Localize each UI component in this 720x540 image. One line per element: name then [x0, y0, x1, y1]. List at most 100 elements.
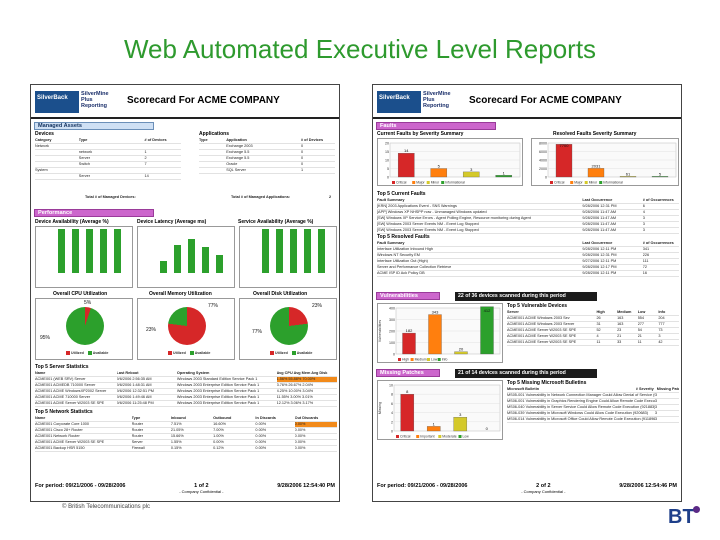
y-tick-label: 4000: [539, 159, 547, 163]
cpu-pie: [66, 307, 104, 345]
table-cell: 0.00%: [255, 446, 267, 450]
table-row: ACME001 ACME Windows 2003 Sev 26 163 554 204: [507, 316, 679, 322]
table-cell: 163: [617, 322, 624, 326]
y-tick-label: 6000: [539, 150, 547, 154]
table-cell: ACME001 ACME WindowsXP2002 Server: [35, 389, 107, 393]
table-cell: ACME001 ACMEDB 710000 Server: [35, 383, 96, 387]
legend-label: Critical: [396, 181, 407, 185]
disk-utilized-label: 23%: [312, 303, 323, 309]
table-cell: ACME001 Network Router: [35, 434, 80, 438]
table-cell: 1.55%: [170, 440, 182, 444]
footer-center: 2 of 2- Company Confidential -: [521, 483, 566, 494]
bt-logo: BT: [668, 506, 700, 529]
table-row: [SW] Windows XP Service Errors - Agent P…: [377, 216, 679, 222]
resolved-faults-chart: 0 2000 4000 6000 8000 7700 2031 61 5 Critical Majo…: [531, 138, 679, 186]
table-cell: ACME001 ACME Windows 2003 Server: [507, 322, 575, 326]
table-row: Interface Utilization Out (High) 9/27/200…: [377, 259, 679, 265]
table-cell: 0.00%: [255, 428, 267, 432]
current-faults-chart: 0 5 10 15 20 14 5 3 1 Critical Major Minor Informati…: [377, 138, 523, 186]
table-cell: 0.00%: [294, 434, 306, 438]
missing-patches-chart: 0 2 4 6 8 10 8 1 3 0 Critical Important Moderate Low M…: [377, 380, 503, 440]
data-label: 20: [459, 347, 464, 352]
table-cell: 0.00%: [294, 446, 306, 450]
y-tick-label: 15: [385, 150, 389, 154]
y-tick-label: 400: [389, 307, 395, 311]
table-cell: 4.25% 10.00% 3.04%: [276, 389, 314, 393]
table-cell: MS06-014 Vulnerability in Microsoft Offi…: [507, 417, 655, 421]
table-header-row: Fault Summary Last Occurrence # of Occurre…: [377, 241, 679, 247]
table-cell: 3: [654, 399, 658, 403]
data-label: 2031: [592, 163, 602, 168]
table-cell: 9/28/2006 12:31 PM: [582, 204, 617, 208]
legend-label: Info: [442, 358, 448, 362]
vulnerabilities-section: Vulnerabilities: [376, 292, 440, 300]
table-cell: 31: [596, 322, 601, 326]
table-cell: 4: [642, 210, 645, 214]
legend-swatch: [410, 358, 414, 361]
table-cell: 0: [300, 144, 304, 148]
table-cell: 33: [617, 340, 622, 344]
server-stats-title: Top 5 Server Statistics: [35, 364, 89, 370]
legend-swatch: [458, 435, 462, 438]
resolved-faults-table: Fault Summary Last Occurrence # of Occurre…: [377, 241, 679, 277]
table-cell: 3: [642, 228, 645, 232]
table-header-cell: Fault Summary: [377, 198, 405, 202]
table-header-cell: Last Reboot: [116, 371, 139, 375]
table-cell: 73: [658, 328, 663, 332]
table-cell: 0.12%: [213, 446, 224, 450]
table-cell: Interface Utilization Inbound High: [377, 247, 433, 251]
table-header-cell: Inbound: [170, 416, 186, 420]
table-cell: Windows 2003 Enterprise Edition Service …: [176, 389, 260, 393]
table-cell: Server and Performance Collection Retrie…: [377, 265, 452, 269]
resolved-faults-svg: 0 2000 4000 6000 8000 7700 2031 61 5 Critical Majo…: [539, 142, 677, 185]
table-row: Exchange 2003 0: [199, 144, 335, 150]
performance-section: Performance: [34, 209, 154, 217]
table-cell: 3: [642, 216, 645, 220]
bar-critical: [400, 394, 415, 432]
vulnerable-devices-table: Server High Medium Low Info ACME001 ACME Wind…: [507, 310, 679, 346]
table-header-cell: # of Occurrences: [642, 241, 674, 245]
table-header-cell: Medium: [617, 310, 632, 314]
copyright-notice: © British Telecommunications plc: [62, 504, 151, 510]
disk-legend: Utilized Available: [270, 351, 312, 355]
bar: [216, 255, 223, 273]
legend-swatch: [437, 358, 441, 361]
table-cell: 1: [300, 168, 304, 172]
table-cell: ACME001 ACME Windows 2003 Sev: [507, 316, 570, 320]
bar-critical: [397, 153, 415, 178]
table-cell: 277: [637, 322, 645, 326]
table-cell: MS06-039 Vulnerability in Microsoft Wind…: [507, 411, 649, 415]
table-cell: 226: [642, 253, 650, 257]
table-cell: [199, 150, 226, 155]
slide-title: Web Automated Executive Level Reports: [123, 34, 597, 64]
table-cell: 9/27/2006 12:11 PM: [582, 259, 617, 263]
table-cell: [SW] Windows 2003 Server Events NM - Eve…: [377, 222, 479, 226]
resolved-faults-title: Resolved Faults Severity Summary: [553, 131, 637, 137]
bar: [174, 245, 181, 273]
table-cell: ACME ISP ID Ack Policy DB: [377, 271, 425, 275]
table-cell: MS06-001 Vulnerability in Graphics Rende…: [507, 399, 655, 403]
data-label: 61: [626, 171, 631, 176]
table-cell: [199, 162, 226, 167]
table-cell: 9/6/2006 1:49:46 AM: [116, 395, 152, 399]
legend-swatch: [438, 435, 442, 438]
table-cell: 3: [642, 222, 645, 226]
bar: [304, 229, 311, 273]
table-row: Exchange 5.5 0: [199, 156, 335, 162]
table-cell: 9/28/2006 12:17 PM: [582, 265, 617, 269]
table-header-cell: Category: [35, 138, 52, 142]
table-row: ACME001 Backup HSR 5150 Firewall 0.15% 0.12…: [35, 446, 337, 452]
legend-swatch: [550, 181, 553, 184]
table-cell: [SW] Windows XP Service Errors - Agent P…: [377, 216, 531, 220]
table-cell: Server: [131, 440, 143, 444]
table-row: network 1: [35, 150, 181, 156]
table-row: [SW] Windows 2003 Server Events NM - Eve…: [377, 228, 679, 234]
total-apps-label: Total # of Managed Applications:: [231, 195, 291, 199]
table-cell: ACME001 Cisco 28+ Router: [35, 428, 83, 432]
vulnerabilities-svg: 0 100 200 300 400 182 343 20 412 High Medium Low Inf…: [378, 306, 501, 362]
service-availability-chart: [239, 226, 337, 288]
bar-major: [587, 168, 605, 178]
table-row: ACME001 Corporate Core 1000 Router 7.51% 16…: [35, 422, 337, 428]
table-cell: 163: [617, 316, 624, 320]
